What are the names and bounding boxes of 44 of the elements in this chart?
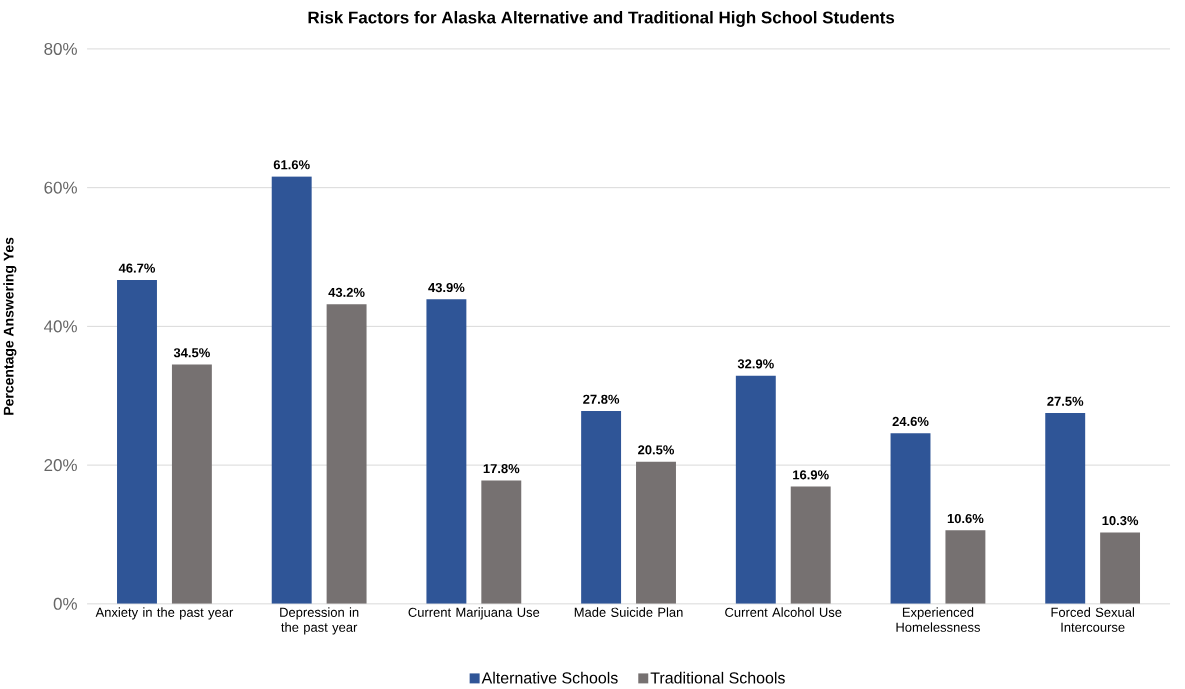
data-label: 24.6% bbox=[892, 416, 929, 427]
data-label: 46.7% bbox=[118, 263, 156, 273]
chart-title: Risk Factors for Alaska Alternative and Traditional High School Students bbox=[308, 11, 895, 27]
data-label: 10.3% bbox=[1102, 516, 1139, 526]
data-label: 27.8% bbox=[583, 394, 620, 404]
x-tick-label: Forced Sexual Intercourse bbox=[1051, 607, 1134, 632]
data-label: 43.2% bbox=[328, 287, 365, 298]
bar bbox=[790, 486, 831, 604]
data-label: 10.6% bbox=[947, 513, 984, 524]
data-label: 16.9% bbox=[793, 470, 829, 480]
legend-label: Traditional Schools bbox=[650, 671, 785, 684]
data-label: 32.9% bbox=[737, 359, 774, 369]
bar bbox=[945, 530, 986, 604]
x-tick-label: Depression in the past year bbox=[280, 607, 359, 635]
bar bbox=[1100, 532, 1141, 604]
data-label: 20.5% bbox=[638, 445, 675, 455]
y-tick-label: 60% bbox=[44, 181, 77, 194]
legend-label: Alternative Schools bbox=[481, 671, 618, 684]
data-label: 34.5% bbox=[173, 348, 210, 358]
bar bbox=[636, 461, 676, 604]
bar bbox=[326, 304, 367, 604]
data-label: 43.9% bbox=[428, 282, 465, 293]
y-tick-label: 20% bbox=[44, 459, 77, 472]
bar bbox=[581, 411, 622, 604]
x-tick-label: Experienced Homelessness bbox=[896, 607, 981, 632]
bar bbox=[735, 375, 776, 604]
bar bbox=[426, 299, 467, 604]
y-tick-label: 40% bbox=[44, 320, 77, 333]
bar bbox=[171, 364, 212, 604]
x-tick-label: Anxiety in the past year bbox=[95, 607, 234, 620]
x-tick-label: Made Suicide Plan bbox=[574, 607, 683, 617]
y-axis-title: Percentage Answering Yes bbox=[3, 237, 17, 415]
bar bbox=[117, 279, 157, 604]
x-tick-label: Current Alcohol Use bbox=[725, 607, 842, 617]
y-tick-label: 80% bbox=[44, 42, 77, 55]
bar bbox=[1045, 413, 1086, 604]
bar bbox=[271, 176, 312, 604]
bar bbox=[481, 480, 522, 604]
data-label: 27.5% bbox=[1047, 396, 1084, 406]
bar bbox=[890, 433, 931, 604]
y-tick-label: 0% bbox=[53, 597, 77, 610]
data-label: 61.6% bbox=[273, 160, 310, 170]
x-tick-label: Current Marijuana Use bbox=[408, 607, 540, 620]
data-label: 17.8% bbox=[483, 464, 520, 474]
